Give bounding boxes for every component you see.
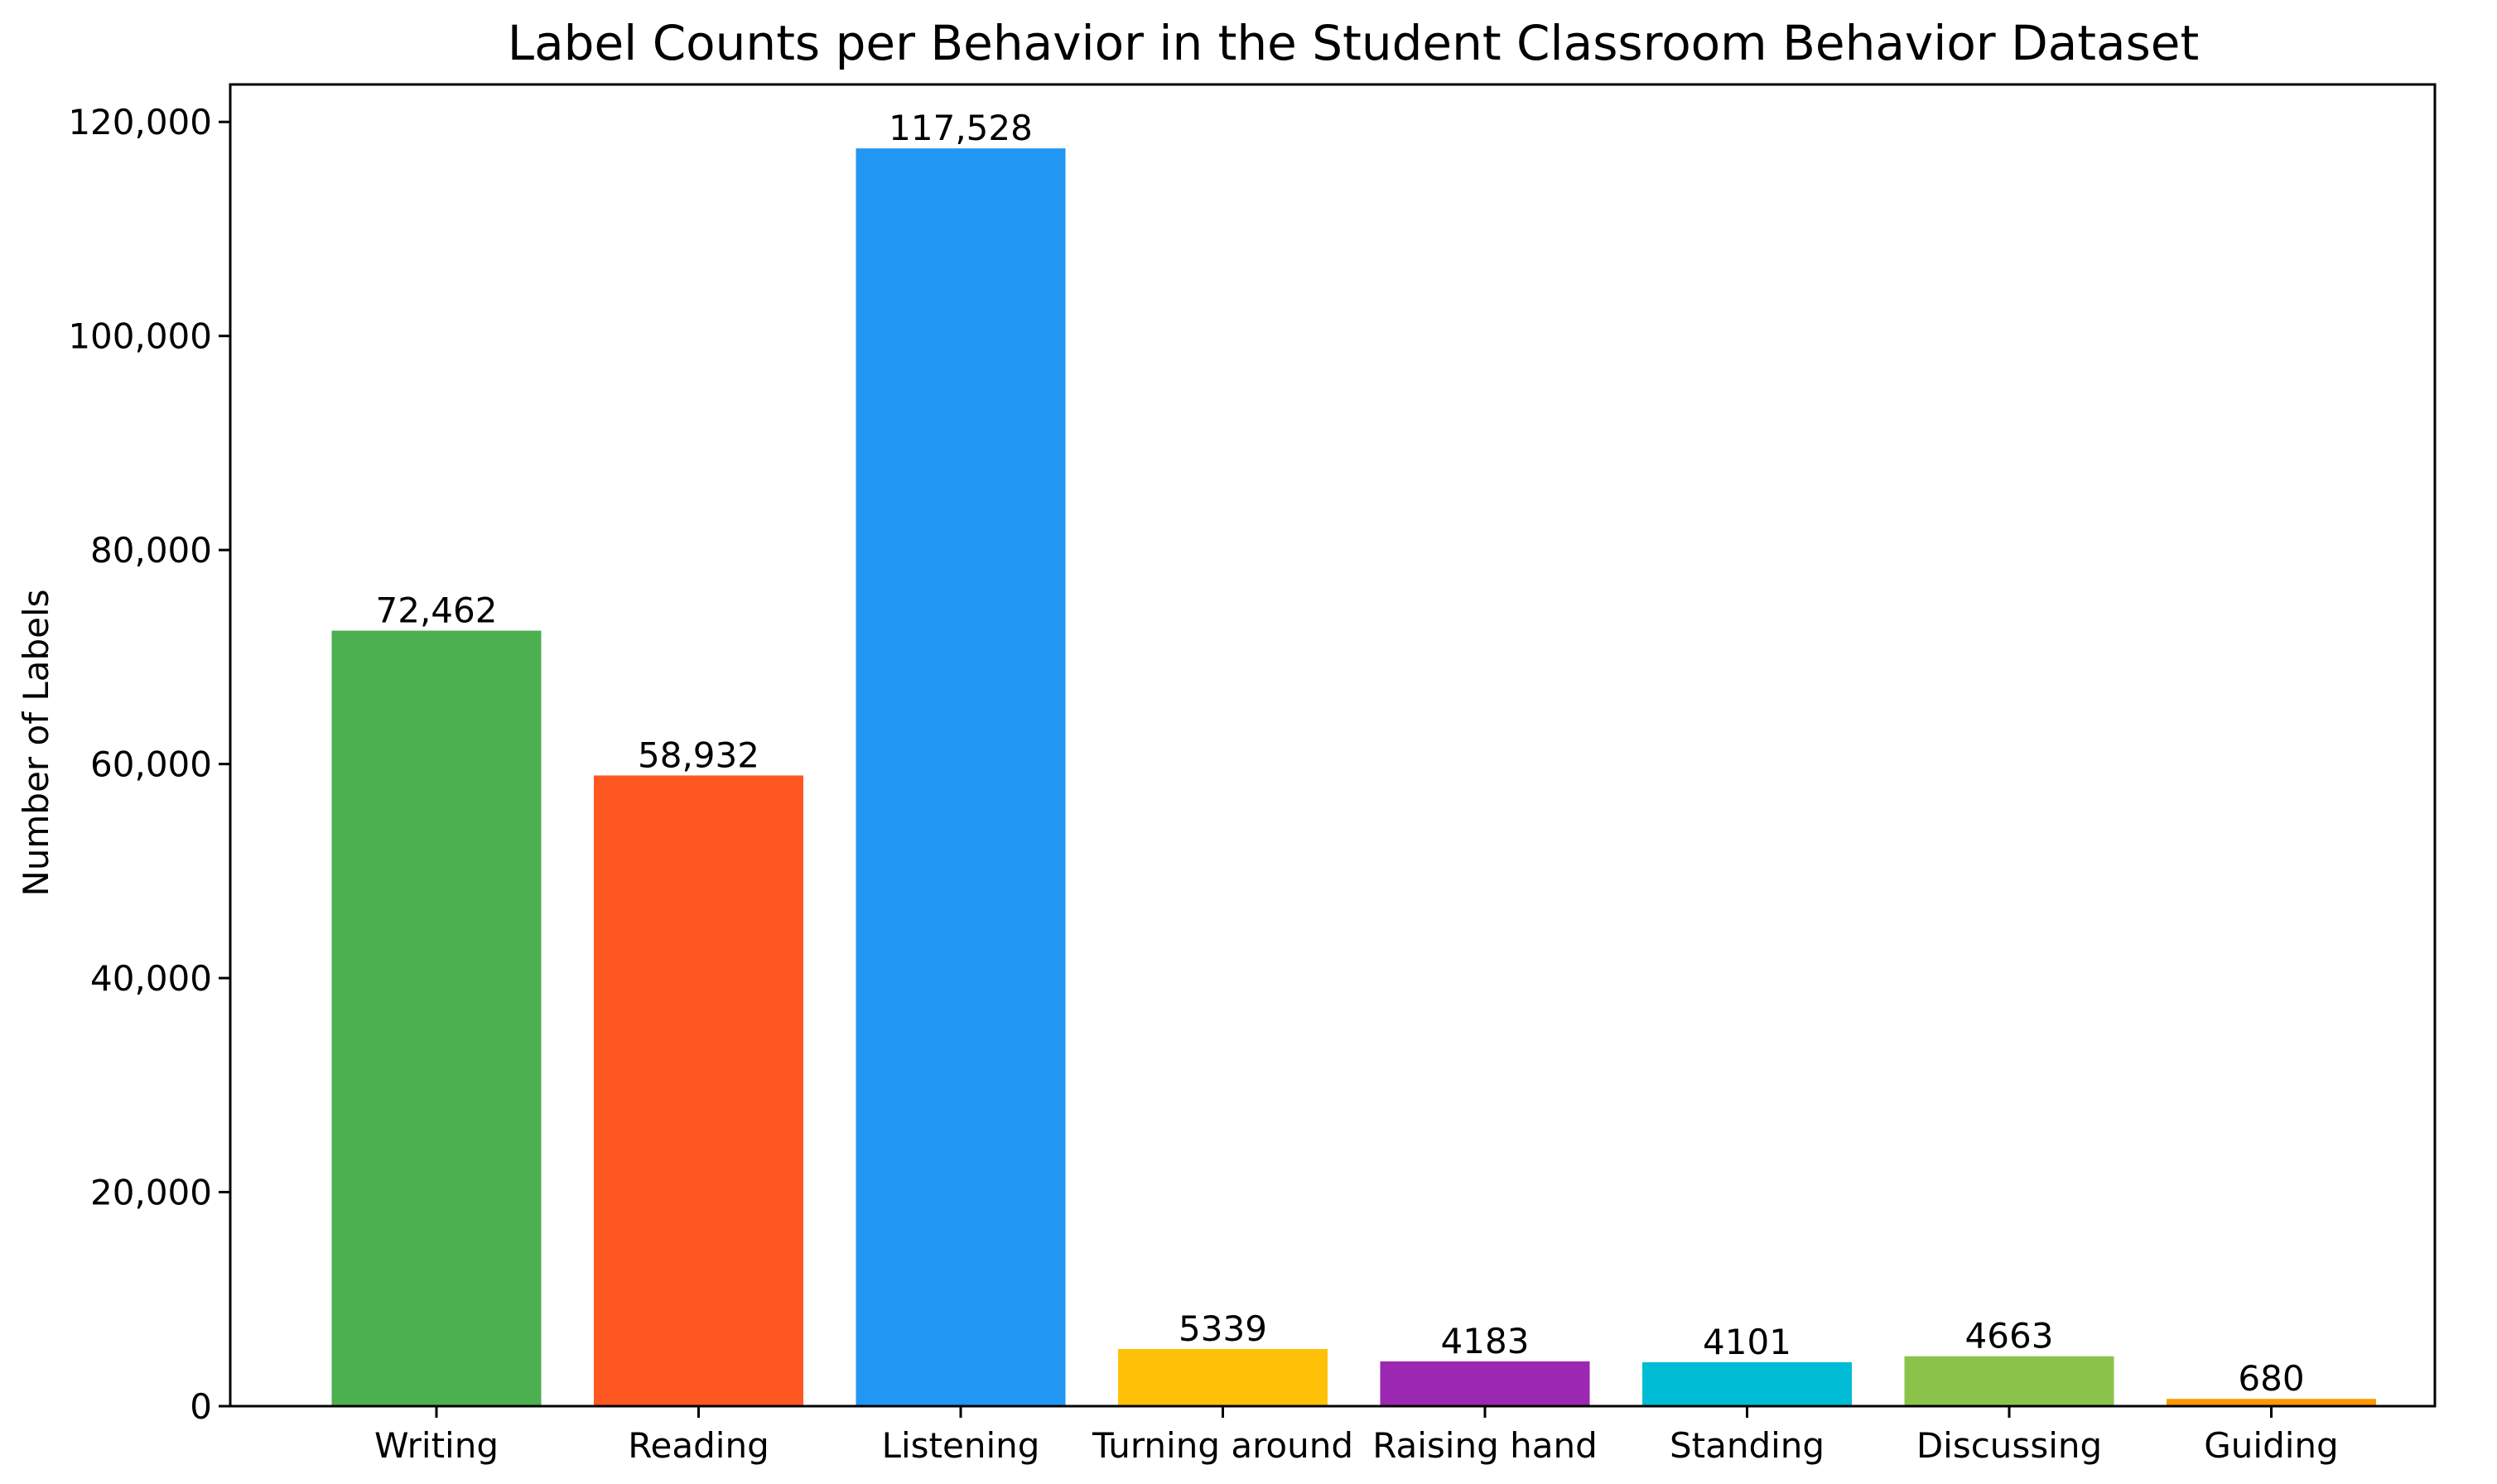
x-tick-label: Discussing: [1916, 1425, 2102, 1466]
x-tick-label: Reading: [628, 1425, 769, 1466]
bar: [1642, 1362, 1852, 1406]
x-tick-label: Guiding: [2204, 1425, 2338, 1466]
y-tick-label: 60,000: [90, 744, 212, 785]
bar-value-label: 680: [2238, 1358, 2304, 1399]
bar-value-label: 117,528: [889, 108, 1033, 148]
y-axis: 0 20,000 40,000 60,000 80,000 100,000 120,000: [68, 102, 230, 1427]
x-axis: Writing Reading Listening Turning around Rai…: [374, 1406, 2339, 1466]
bar: [1904, 1356, 2114, 1406]
bar-value-label: 4663: [1965, 1316, 2054, 1356]
bar: [1380, 1361, 1590, 1406]
x-tick-label: Listening: [882, 1425, 1040, 1466]
bar-value-label: 5339: [1179, 1308, 1267, 1349]
bar: [331, 630, 542, 1406]
y-tick-label: 0: [190, 1386, 212, 1427]
x-tick-label: Raising hand: [1372, 1425, 1597, 1466]
bar-labels: 72,462 58,932 117,528 5339 4183 4101 4663 680: [376, 108, 2305, 1399]
bar: [594, 775, 803, 1406]
x-tick-label: Writing: [374, 1425, 499, 1466]
chart-title: Label Counts per Behavior in the Student…: [508, 15, 2199, 71]
bars: [331, 148, 2376, 1406]
bar-value-label: 72,462: [376, 590, 498, 631]
plot-frame: [229, 83, 2437, 1408]
y-tick-label: 100,000: [68, 316, 212, 357]
x-tick-label: Turning around: [1092, 1425, 1353, 1466]
bar-value-label: 4101: [1703, 1322, 1791, 1362]
bar: [1118, 1349, 1328, 1406]
bar-value-label: 4183: [1441, 1321, 1530, 1361]
y-tick-label: 120,000: [68, 102, 212, 142]
bar-value-label: 58,932: [638, 735, 759, 775]
y-tick-label: 40,000: [90, 958, 212, 999]
y-axis-label: Number of Labels: [16, 589, 56, 896]
y-tick-label: 20,000: [90, 1173, 212, 1213]
bar: [2167, 1399, 2376, 1406]
bar: [856, 148, 1066, 1406]
y-tick-label: 80,000: [90, 530, 212, 571]
x-tick-label: Standing: [1670, 1425, 1825, 1466]
